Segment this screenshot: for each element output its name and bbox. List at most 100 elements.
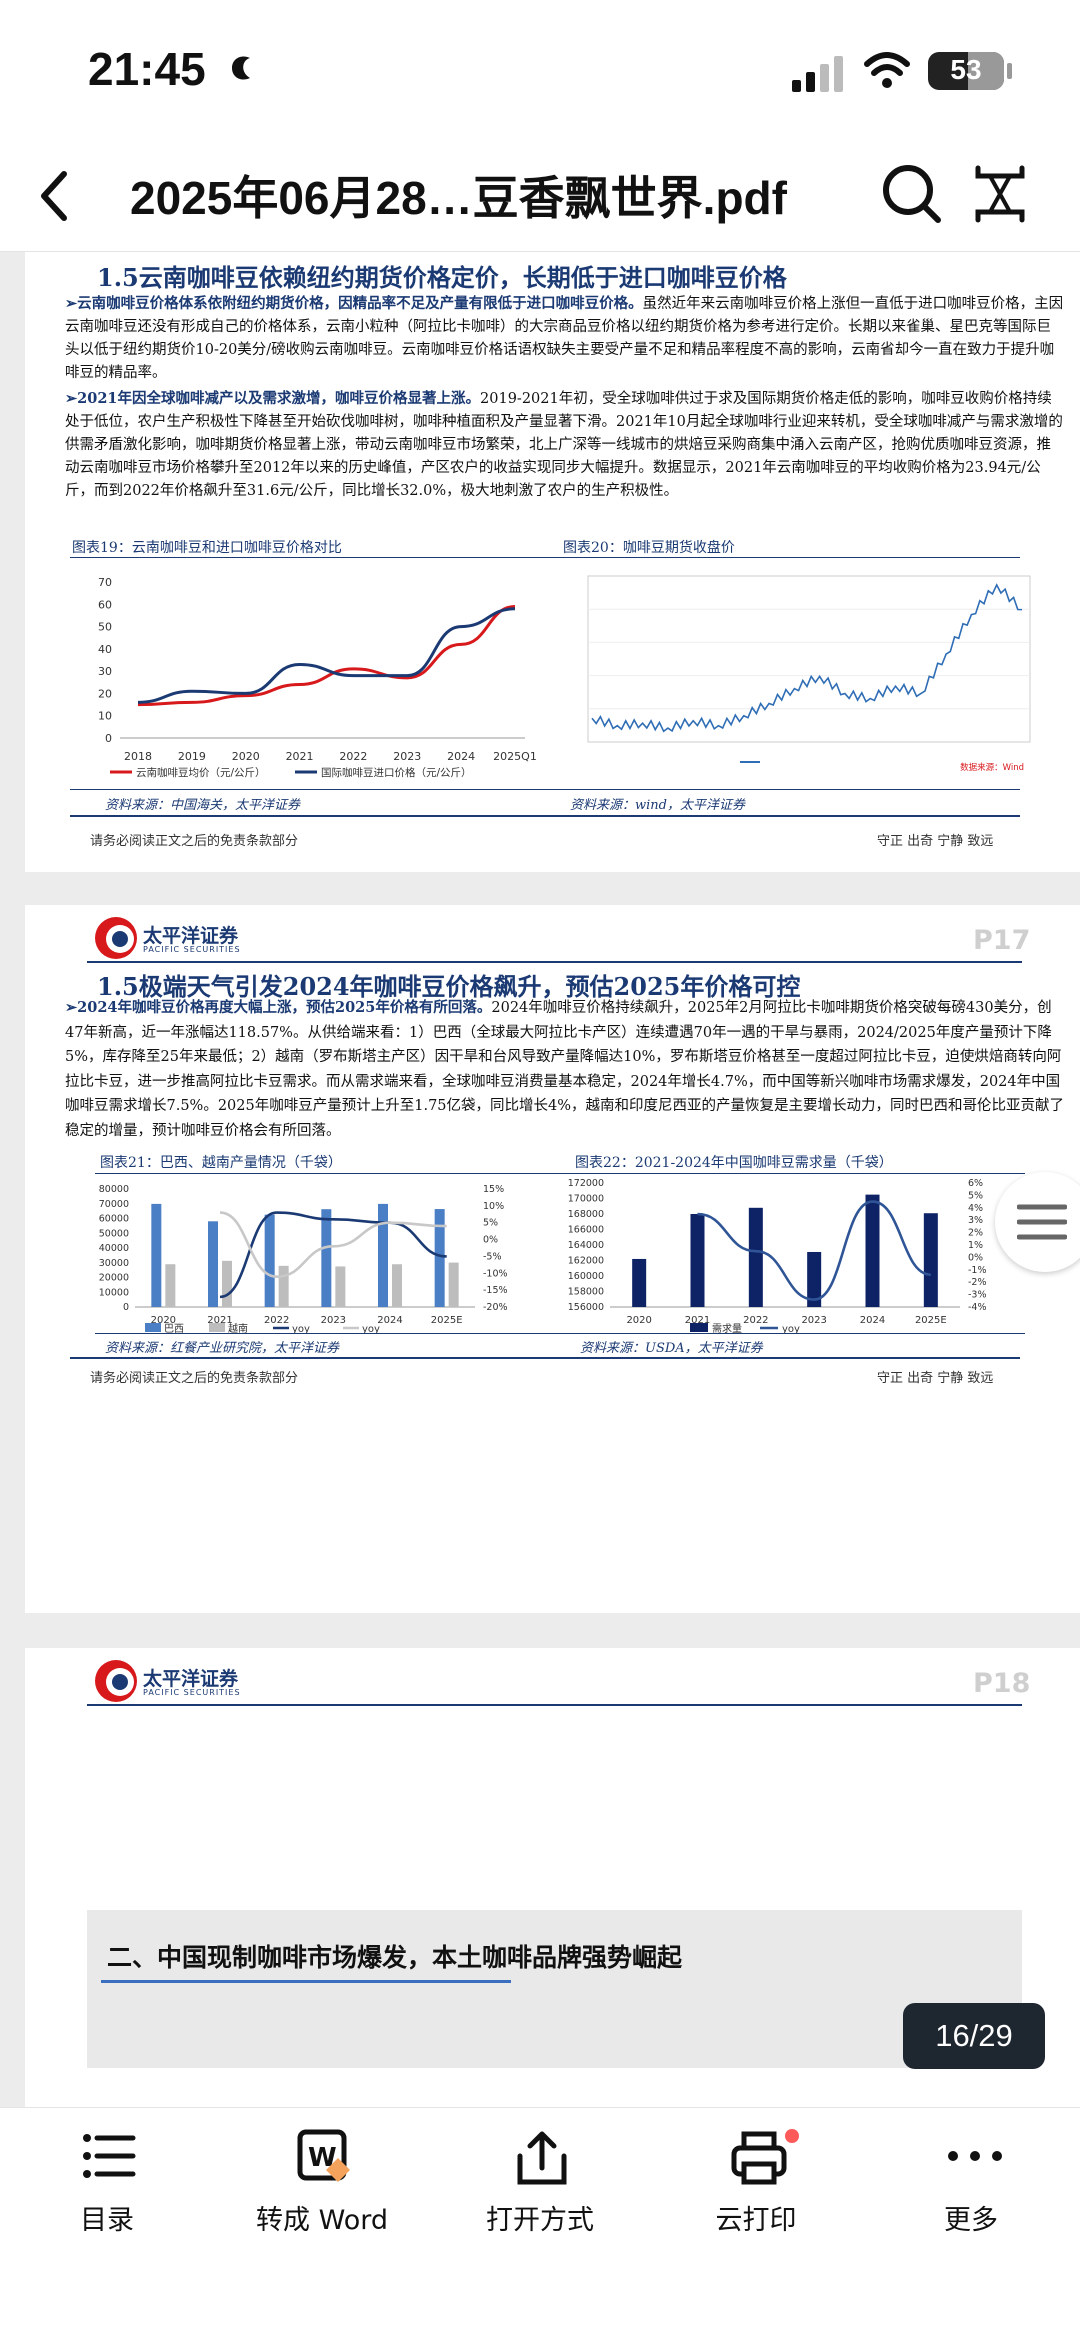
- x-tick-label: 2023: [321, 1315, 346, 1326]
- bar-vietnam: [278, 1265, 289, 1307]
- bar-demand: [690, 1214, 705, 1307]
- bar-demand: [807, 1251, 822, 1307]
- y-tick-label: 0: [123, 1302, 129, 1313]
- y2-tick-label: 0%: [968, 1252, 983, 1263]
- bottom-toolbar: 目录 W 转成 Word 打开方式 云打印 更多: [0, 2107, 1080, 2337]
- chart-22-source: 资料来源：USDA，太平洋证券: [580, 1341, 763, 1356]
- y-tick-label: 80000: [99, 1184, 129, 1195]
- yoy-line-2: [219, 1211, 447, 1278]
- x-tick-label: 2020: [626, 1315, 651, 1326]
- legend-label: 巴西: [164, 1323, 184, 1335]
- more-button[interactable]: 更多: [871, 2108, 1071, 2308]
- bar-brazil: [151, 1203, 162, 1307]
- x-tick-label: 2024: [447, 750, 475, 763]
- battery-level: 53: [950, 54, 982, 85]
- plot-frame: [587, 575, 1031, 743]
- legend-swatch: [690, 1323, 708, 1332]
- y2-tick-label: 2%: [968, 1228, 983, 1239]
- fullscreen-icon[interactable]: [972, 164, 1028, 224]
- document-header: 2025年06月28…豆香飘世界.pdf: [0, 140, 1080, 252]
- x-tick-label: 2022: [264, 1315, 289, 1326]
- bar-brazil: [434, 1209, 445, 1307]
- menu-lines-icon: [1017, 1204, 1067, 1240]
- source-rule: [95, 1333, 1025, 1334]
- chart-20-futures-close: 数据来源：Wind: [587, 575, 1031, 773]
- bar-demand: [923, 1213, 938, 1307]
- y-tick-label: 70: [98, 576, 112, 589]
- disclaimer-footer: 请务必阅读正文之后的免责条款部分: [90, 1371, 299, 1386]
- open-with-button[interactable]: 打开方式: [440, 2108, 640, 2308]
- y2-tick-label: 6%: [968, 1178, 983, 1189]
- footer-rule: [70, 815, 1020, 817]
- back-arrow-icon[interactable]: [34, 168, 74, 224]
- paragraph-2024-price: ➢2024年咖啡豆价格再度大幅上涨，预估2025年价格有所回落。2024年咖啡豆…: [65, 996, 1065, 1143]
- more-label: 更多: [944, 2205, 998, 2236]
- y2-tick-label: 5%: [968, 1190, 983, 1201]
- bar-brazil: [378, 1203, 388, 1307]
- company-logo-en: PACIFIC SECURITIES: [143, 945, 241, 954]
- y2-tick-label: -2%: [968, 1277, 987, 1288]
- y-tick-label: 0: [105, 732, 112, 745]
- side-drawer-handle[interactable]: [995, 1172, 1080, 1272]
- paragraph-lead: ➢云南咖啡豆价格体系依附纽约期货价格，因精品率不足及产量有限低于进口咖啡豆价格。: [65, 295, 643, 312]
- page-number: P18: [973, 1668, 1031, 1699]
- bar-vietnam: [335, 1266, 346, 1307]
- x-tick-label: 2020: [232, 750, 260, 763]
- y-tick-label: 10000: [99, 1287, 129, 1298]
- y-tick-label: 50000: [99, 1228, 129, 1239]
- legend-label: yoy: [782, 1324, 800, 1335]
- search-icon[interactable]: [880, 162, 944, 226]
- y-tick-label: 20000: [99, 1273, 129, 1284]
- status-bar: 21:45 53: [0, 0, 1080, 140]
- series-line-2: [137, 607, 516, 704]
- chart-21-source: 资料来源：红餐产业研究院，太平洋证券: [105, 1341, 340, 1356]
- page-number: P17: [973, 925, 1031, 956]
- y2-tick-label: -20%: [483, 1302, 508, 1313]
- word-convert-icon: W: [297, 2129, 350, 2182]
- share-icon: [517, 2131, 567, 2185]
- futures-line: [591, 583, 1023, 733]
- x-tick-label: 2019: [178, 750, 206, 763]
- x-tick-label: 2020: [151, 1315, 176, 1326]
- y-tick-label: 160000: [568, 1271, 604, 1282]
- y-tick-label: 162000: [568, 1256, 604, 1267]
- chart-19-price-comparison: 0 10 20 30 40 50 60 70 2018 2019 2020 2021 2022 2023 2…: [98, 576, 537, 779]
- y-tick-label: 158000: [568, 1287, 604, 1298]
- header-rule: [87, 961, 1022, 963]
- cloud-print-label: 云打印: [715, 2205, 797, 2236]
- y2-tick-label: -4%: [968, 1302, 987, 1313]
- paragraph-text: 2019-2021年初，受全球咖啡供过于求及国际期货价格走低的影响，咖啡豆收购价…: [65, 391, 1063, 499]
- y-tick-label: 40: [98, 643, 112, 656]
- x-tick-label: 2025Q1: [493, 750, 537, 763]
- header-rule: [87, 1704, 1022, 1706]
- status-time: 21:45: [88, 43, 206, 95]
- chart-22-caption: 图表22：2021-2024年中国咖啡豆需求量（千袋）: [575, 1155, 893, 1171]
- y-tick-label: 172000: [568, 1178, 604, 1189]
- section-title: 1.5云南咖啡豆依赖纽约期货价格定价，长期低于进口咖啡豆价格: [97, 263, 787, 292]
- legend-label: yoy: [362, 1324, 380, 1335]
- y2-tick-label: 5%: [483, 1218, 498, 1229]
- cloud-print-button[interactable]: 云打印: [656, 2108, 856, 2308]
- y-tick-label: 166000: [568, 1225, 604, 1236]
- pdf-page-16: 1.5云南咖啡豆依赖纽约期货价格定价，长期低于进口咖啡豆价格 ➢云南咖啡豆价格体…: [25, 252, 1080, 872]
- legend-swatch: [145, 1323, 161, 1332]
- chart-19-caption: 图表19：云南咖啡豆和进口咖啡豆价格对比: [72, 540, 342, 556]
- x-tick-label: 2021: [685, 1315, 710, 1326]
- paragraph-lead: ➢2024年咖啡豆价格再度大幅上涨，预估2025年价格有所回落。: [65, 999, 492, 1016]
- y-tick-label: 50: [98, 621, 112, 634]
- paragraph-2021-rise: ➢2021年因全球咖啡减产以及需求激增，咖啡豆价格显著上涨。2019-2021年…: [65, 387, 1065, 503]
- bar-vietnam: [222, 1260, 232, 1307]
- toc-button[interactable]: 目录: [7, 2108, 207, 2308]
- pdf-viewer[interactable]: 1.5云南咖啡豆依赖纽约期货价格定价，长期低于进口咖啡豆价格 ➢云南咖啡豆价格体…: [0, 252, 1080, 2107]
- x-tick-label: 2024: [377, 1315, 402, 1326]
- printer-icon: [731, 2129, 799, 2185]
- x-tick-label: 2022: [743, 1315, 768, 1326]
- y-tick-label: 168000: [568, 1209, 604, 1220]
- x-tick-label: 2025E: [431, 1315, 463, 1326]
- convert-word-button[interactable]: W 转成 Word: [222, 2108, 422, 2308]
- slogan-footer: 守正 出奇 宁静 致远: [877, 1371, 994, 1386]
- legend-label: yoy: [292, 1324, 310, 1335]
- y-tick-label: 156000: [568, 1302, 604, 1313]
- chart-21-caption: 图表21：巴西、越南产量情况（千袋）: [100, 1155, 342, 1171]
- y2-tick-label: -5%: [483, 1251, 502, 1262]
